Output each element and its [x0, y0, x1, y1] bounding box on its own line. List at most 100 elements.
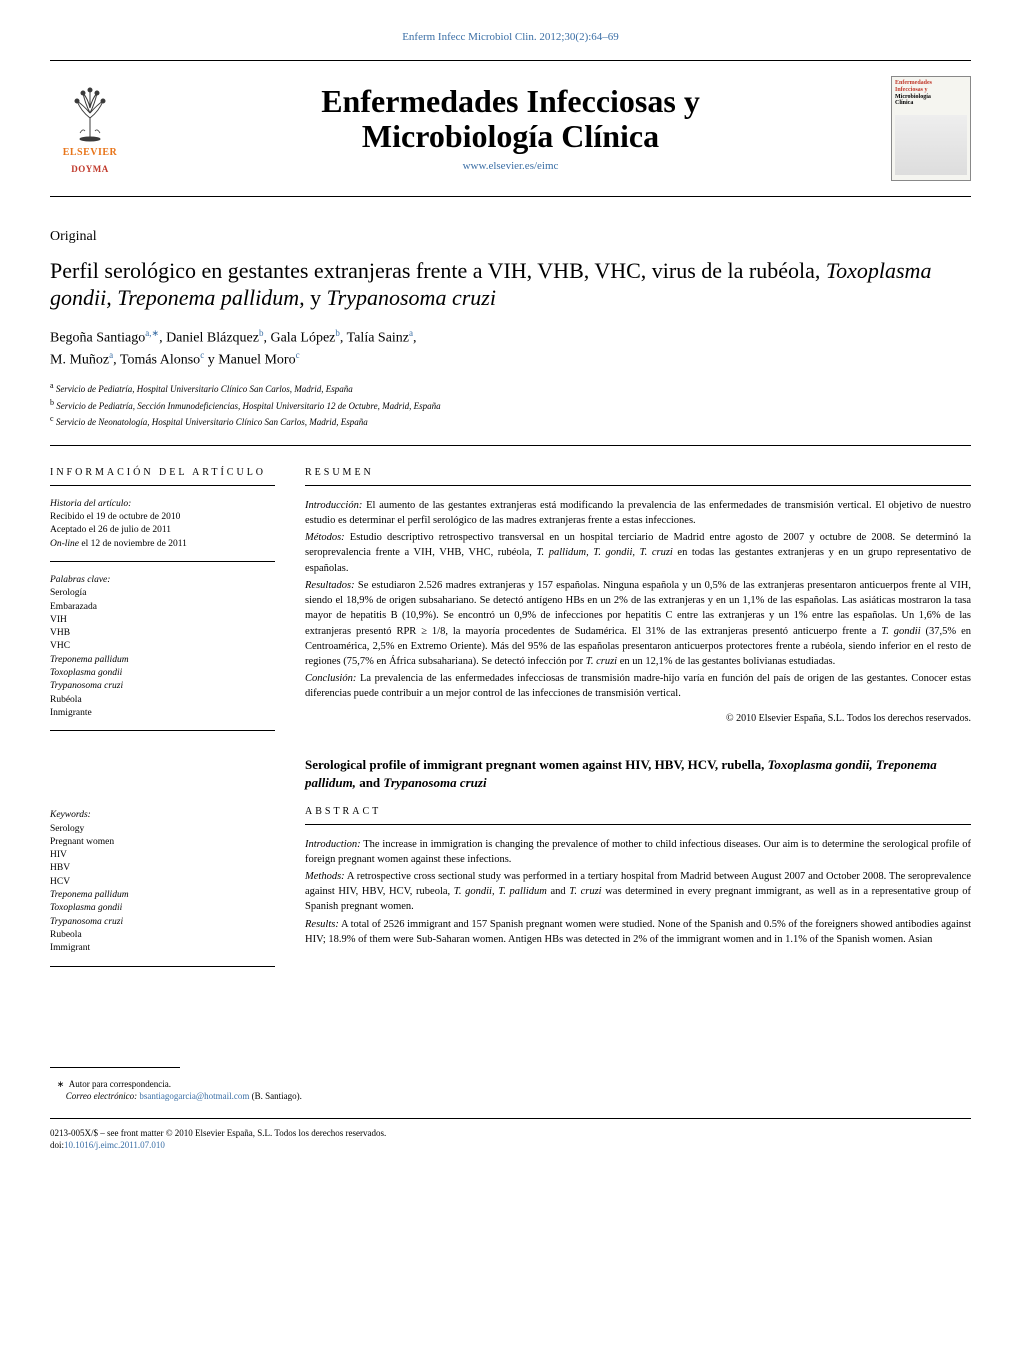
journal-url-link[interactable]: www.elsevier.es/eimc	[130, 159, 891, 174]
history-label: Historia del artículo:	[50, 498, 275, 511]
article-title: Perfil serológico en gestantes extranjer…	[50, 257, 971, 312]
cover-line2: Infecciosas y	[895, 87, 967, 94]
content-two-column: INFORMACIÓN DEL ARTÍCULO Historia del ar…	[50, 466, 971, 1007]
doyma-label: DOYMA	[71, 163, 109, 176]
resumen-results-text3: en un 12,1% de las gestantes bolivianas …	[617, 656, 835, 667]
kw-es-10: Inmigrante	[50, 707, 275, 720]
resumen-results-italic2: T. cruzi	[586, 656, 617, 667]
title-italic2: Trypanosoma cruzi	[327, 285, 496, 310]
kw-en-5: HCV	[50, 876, 275, 889]
header-citation: Enferm Infecc Microbiol Clin. 2012;30(2)…	[50, 30, 971, 45]
resumen-concl-label: Conclusión:	[305, 673, 356, 684]
author-5: M. Muñoz	[50, 352, 109, 367]
resumen-text: Introducción: El aumento de las gestante…	[305, 498, 971, 726]
eng-title-2: and	[356, 775, 383, 790]
kw-es-6: Treponema pallidum	[50, 655, 129, 665]
sep: ,	[413, 331, 417, 346]
keywords-en-label: Keywords:	[50, 809, 275, 822]
kw-es-9: Rubéola	[50, 694, 275, 707]
cover-body-placeholder	[895, 115, 967, 175]
corr-email-link[interactable]: bsantiagogarcia@hotmail.com	[139, 1091, 249, 1101]
aff-c-sup: c	[50, 414, 54, 423]
kw-es-8: Trypanosoma cruzi	[50, 681, 123, 691]
kw-es-3: VIH	[50, 614, 275, 627]
author-3: Gala López	[270, 331, 335, 346]
abs-en-intro-text: The increase in immigration is changing …	[305, 839, 971, 865]
keywords-es-block: Palabras clave: Serología Embarazada VIH…	[50, 574, 275, 731]
keywords-es-label: Palabras clave:	[50, 574, 275, 587]
sep: ,	[159, 331, 166, 346]
resumen-methods-italic: T. pallidum, T. gondii, T. cruzi	[536, 547, 672, 558]
aff-b-text: Servicio de Pediatría, Sección Inmunodef…	[56, 401, 440, 411]
footer-info: 0213-005X/$ – see front matter © 2010 El…	[50, 1118, 971, 1152]
cover-line3: Microbiología	[895, 94, 967, 101]
correspondence-block: ∗ Autor para correspondencia. Correo ele…	[50, 1067, 971, 1103]
article-history: Historia del artículo: Recibido el 19 de…	[50, 498, 275, 562]
kw-en-10: Immigrant	[50, 942, 275, 955]
title-part2: y	[305, 285, 327, 310]
cover-line1: Enfermedades	[895, 80, 967, 87]
kw-en-1: Serology	[50, 823, 275, 836]
corr-author: (B. Santiago).	[249, 1091, 302, 1101]
kw-en-2: Pregnant women	[50, 836, 275, 849]
kw-en-3: HIV	[50, 849, 275, 862]
corr-label: Autor para correspondencia.	[69, 1079, 171, 1089]
resumen-results-italic1: T. gondii	[881, 626, 920, 637]
history-received: Recibido el 19 de octubre de 2010	[50, 511, 275, 524]
kw-en-6: Treponema pallidum	[50, 890, 129, 900]
resumen-results-label: Resultados:	[305, 580, 355, 591]
kw-es-2: Embarazada	[50, 601, 275, 614]
history-online-text: el 12 de noviembre de 2011	[79, 539, 187, 549]
abs-en-methods-italic2: T. cruzi	[569, 886, 601, 897]
abstract-en-text: Introduction: The increase in immigratio…	[305, 837, 971, 948]
kw-en-7: Toxoplasma gondii	[50, 903, 122, 913]
history-online-label: On-line	[50, 539, 79, 549]
abs-en-intro-label: Introduction:	[305, 839, 361, 850]
keywords-en-block: Keywords: Serology Pregnant women HIV HB…	[50, 809, 275, 966]
aff-a-sup: a	[50, 381, 54, 390]
resumen-intro-text: El aumento de las gestantes extranjeras …	[305, 500, 971, 526]
and-sep: y	[204, 352, 218, 367]
resumen-intro-label: Introducción:	[305, 500, 362, 511]
corr-asterisk: ∗	[57, 1079, 65, 1089]
eng-title-italic2: Trypanosoma cruzi	[383, 775, 486, 790]
article-type: Original	[50, 227, 971, 247]
eng-title-1: Serological profile of immigrant pregnan…	[305, 757, 768, 772]
aff-b-sup: b	[50, 398, 54, 407]
kw-es-5: VHC	[50, 640, 275, 653]
authors-list: Begoña Santiagoa,∗, Daniel Blázquezb, Ga…	[50, 327, 971, 370]
author-1-aff: a,∗	[145, 328, 159, 338]
journal-header-bar: ELSEVIER DOYMA Enfermedades Infecciosas …	[50, 60, 971, 197]
elsevier-logo: ELSEVIER DOYMA	[50, 81, 130, 176]
kw-es-1: Serología	[50, 587, 275, 600]
cover-line4: Clínica	[895, 100, 967, 107]
sep: ,	[113, 352, 120, 367]
author-6: Tomás Alonso	[120, 352, 200, 367]
aff-a-text: Servicio de Pediatría, Hospital Universi…	[56, 384, 353, 394]
author-1: Begoña Santiago	[50, 331, 145, 346]
abs-en-methods-italic: T. gondii, T. pallidum	[454, 886, 547, 897]
footer-issn: 0213-005X/$ – see front matter © 2010 El…	[50, 1127, 971, 1140]
footer-doi-link[interactable]: 10.1016/j.eimc.2011.07.010	[64, 1140, 165, 1150]
english-title: Serological profile of immigrant pregnan…	[305, 756, 971, 792]
author-4: Talía Sainz	[347, 331, 409, 346]
kw-en-8: Trypanosoma cruzi	[50, 917, 123, 927]
resumen-methods-label: Métodos:	[305, 532, 345, 543]
info-header: INFORMACIÓN DEL ARTÍCULO	[50, 466, 275, 486]
kw-es-7: Toxoplasma gondii	[50, 668, 122, 678]
journal-title-line2: Microbiología Clínica	[130, 119, 891, 154]
journal-title-line1: Enfermedades Infecciosas y	[130, 84, 891, 119]
right-column: RESUMEN Introducción: El aumento de las …	[305, 466, 971, 1007]
author-2: Daniel Blázquez	[166, 331, 259, 346]
body-divider	[50, 445, 971, 446]
kw-en-4: HBV	[50, 862, 275, 875]
title-part1: Perfil serológico en gestantes extranjer…	[50, 258, 826, 283]
corr-email-label: Correo electrónico:	[66, 1091, 137, 1101]
elsevier-label: ELSEVIER	[63, 146, 118, 160]
elsevier-tree-icon	[63, 83, 118, 143]
resumen-header: RESUMEN	[305, 466, 971, 486]
journal-title-block: Enfermedades Infecciosas y Microbiología…	[130, 84, 891, 175]
history-accepted: Aceptado el 26 de julio de 2011	[50, 524, 275, 537]
abs-en-methods-text2: and	[547, 886, 569, 897]
abs-en-methods-label: Methods:	[305, 871, 345, 882]
